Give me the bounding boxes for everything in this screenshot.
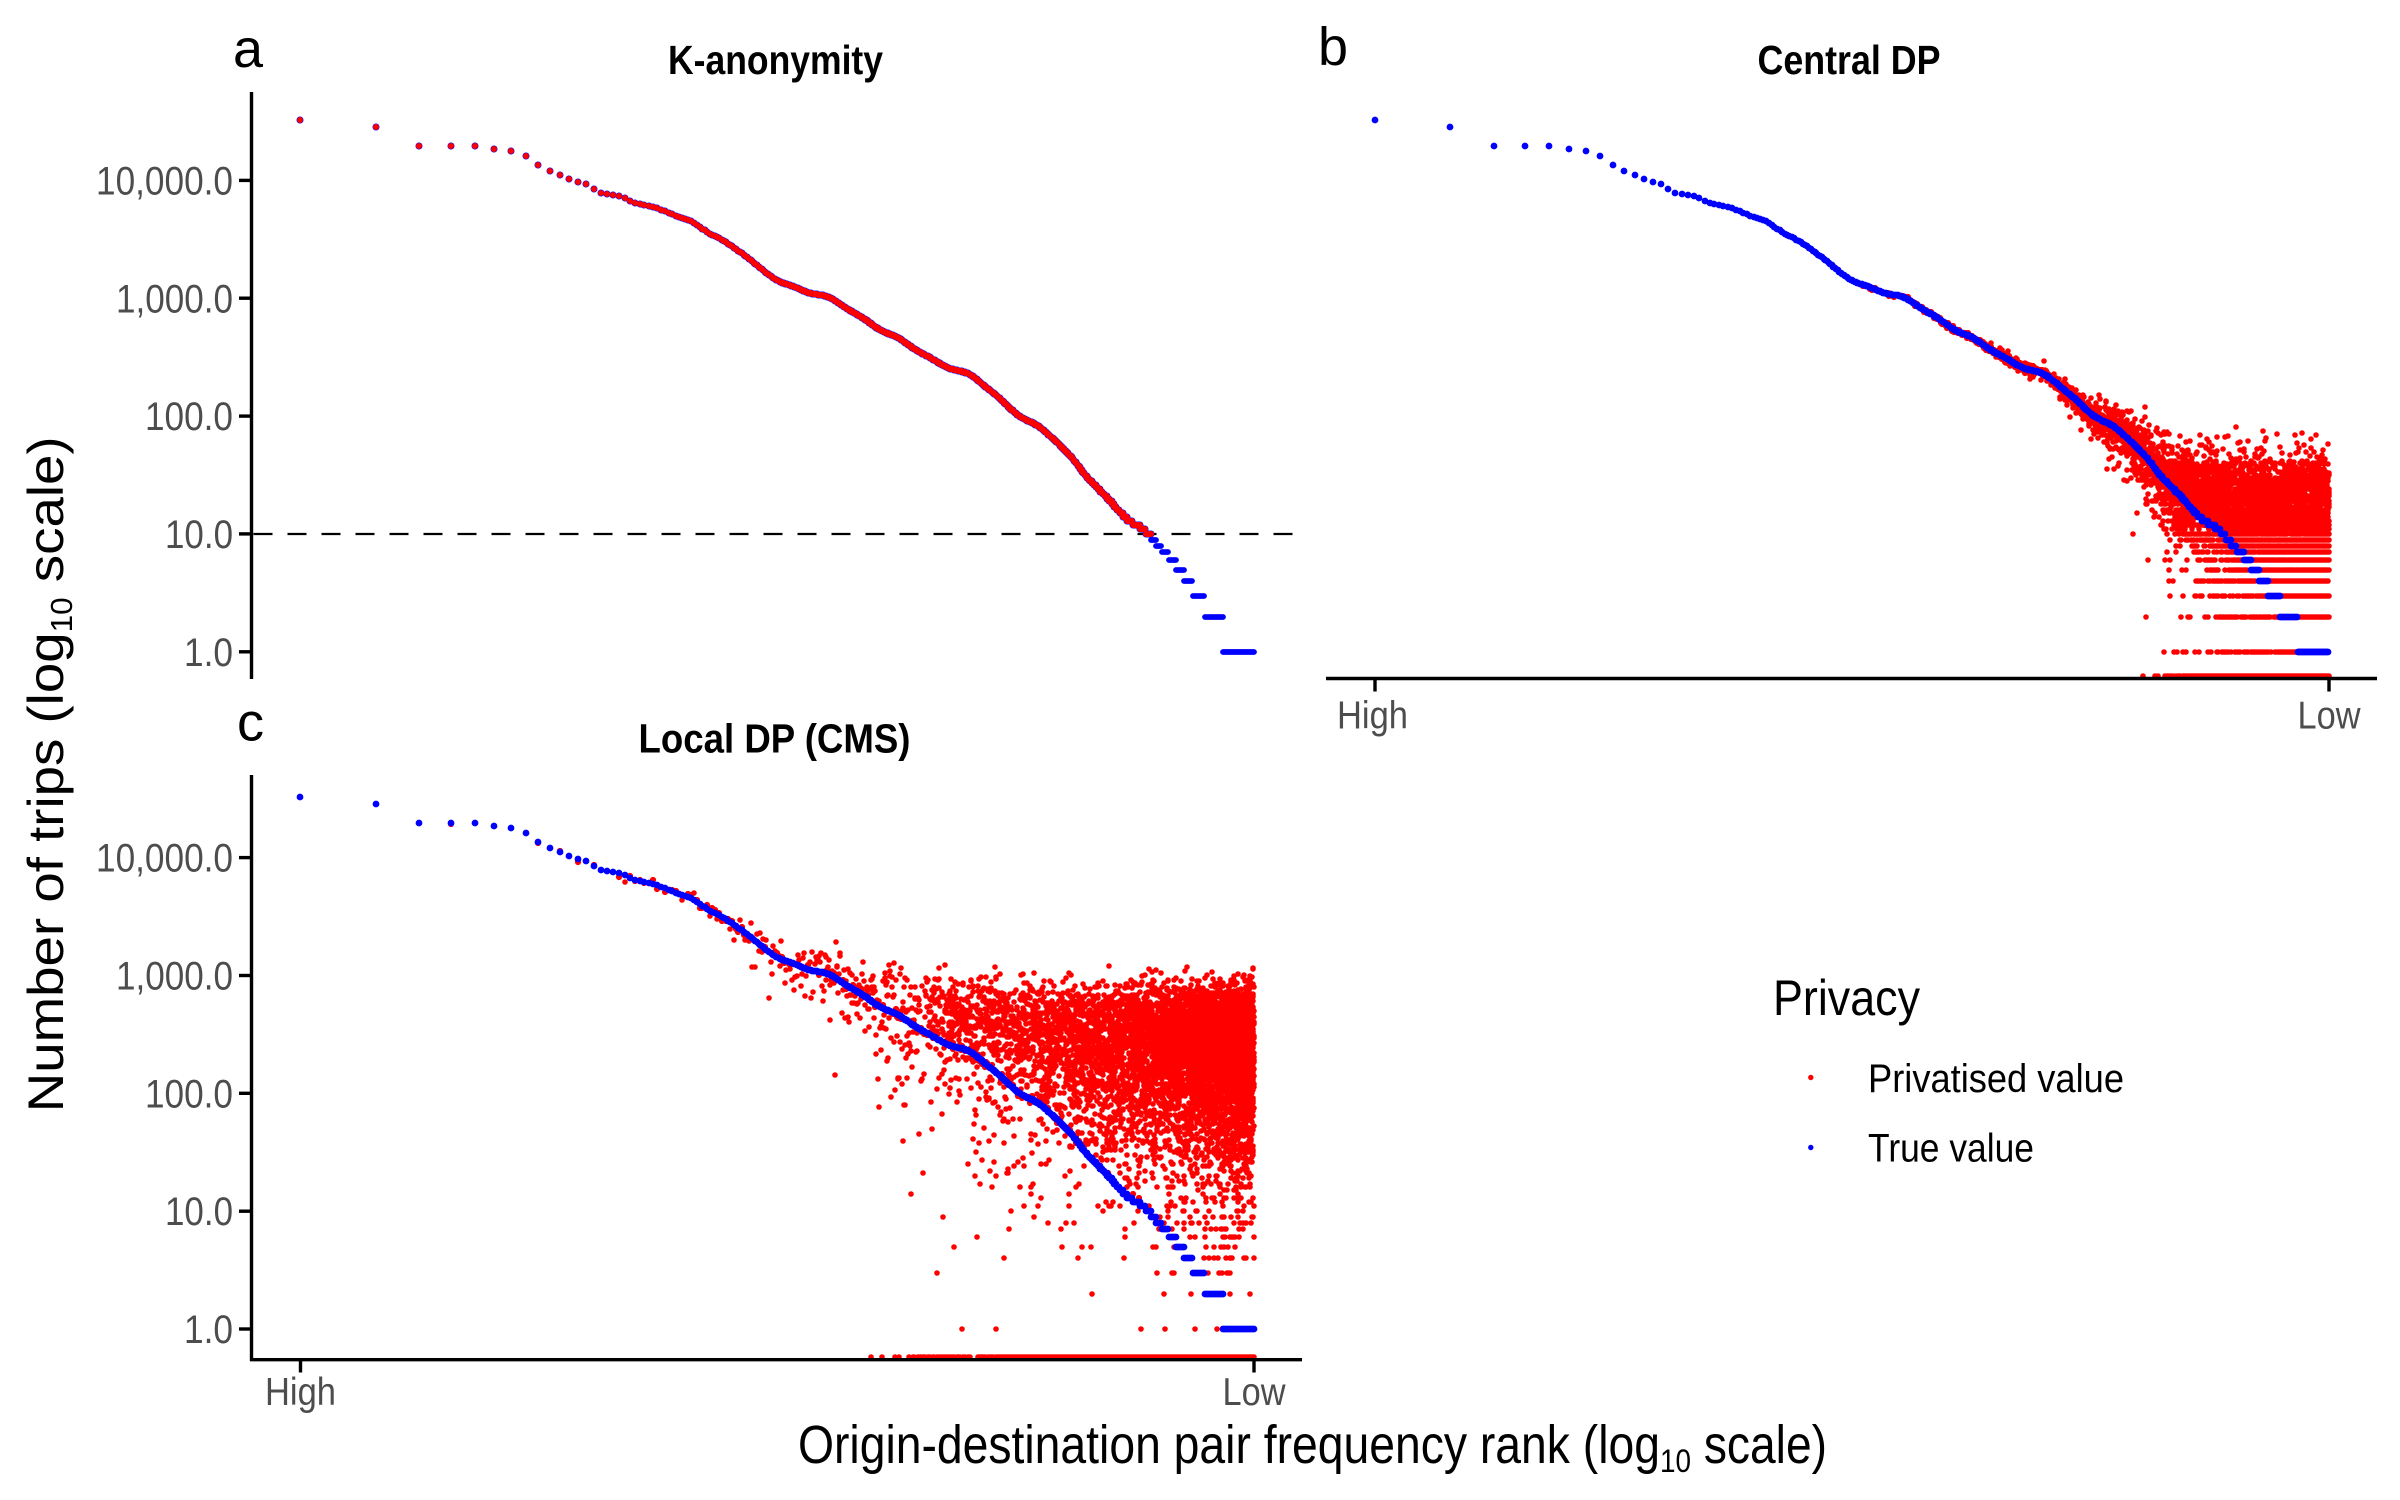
svg-text:1,000.0: 1,000.0: [116, 277, 233, 321]
svg-text:10.0: 10.0: [165, 1190, 233, 1234]
svg-text:1.0: 1.0: [184, 1308, 233, 1352]
svg-text:b: b: [1318, 17, 1348, 77]
svg-text:High: High: [1337, 695, 1408, 738]
svg-text:Privacy: Privacy: [1773, 970, 1920, 1026]
svg-text:Origin-destination pair freque: Origin-destination pair frequency rank (…: [798, 1415, 1827, 1479]
svg-text:1,000.0: 1,000.0: [116, 954, 233, 998]
svg-text:10,000.0: 10,000.0: [96, 159, 233, 203]
svg-text:100.0: 100.0: [145, 395, 233, 439]
svg-text:Number of trips (log10 scale): Number of trips (log10 scale): [18, 436, 79, 1112]
svg-text:High: High: [265, 1371, 336, 1414]
svg-text:a: a: [233, 19, 264, 79]
svg-text:Central DP: Central DP: [1758, 37, 1941, 83]
svg-text:K-anonymity: K-anonymity: [668, 37, 883, 83]
svg-text:100.0: 100.0: [145, 1072, 233, 1116]
svg-text:True value: True value: [1868, 1126, 2034, 1170]
svg-text:Privatised value: Privatised value: [1868, 1057, 2124, 1101]
svg-text:Local DP (CMS): Local DP (CMS): [639, 716, 911, 762]
svg-text:Low: Low: [1223, 1371, 1287, 1414]
svg-text:10,000.0: 10,000.0: [96, 837, 233, 881]
svg-text:Low: Low: [2298, 695, 2362, 738]
svg-text:10.0: 10.0: [165, 513, 233, 557]
svg-text:c: c: [237, 693, 264, 753]
svg-text:1.0: 1.0: [184, 631, 233, 675]
